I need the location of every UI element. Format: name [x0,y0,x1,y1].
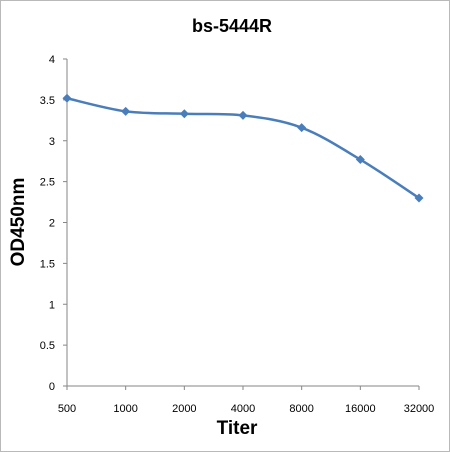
y-tick-group: 0 0.5 1 1.5 2 2.5 3 3.5 4 [40,54,67,393]
y-tick-label: 3 [49,136,55,148]
data-point-marker [62,93,72,103]
y-tick-label: 0.5 [40,340,55,352]
data-point-marker [355,155,365,165]
y-tick-label: 1 [49,299,55,311]
chart-title: bs-5444R [192,16,272,36]
marker-group [62,93,424,203]
x-tick-group: 500 1000 2000 4000 8000 16000 32000 [58,386,434,415]
y-tick-label: 2.5 [40,177,55,189]
data-point-marker [414,193,424,203]
y-tick-label: 1.5 [40,258,55,270]
y-tick-label: 4 [49,54,55,66]
x-tick-label: 4000 [231,403,255,415]
data-point-marker [297,123,307,133]
data-point-marker [121,106,131,116]
x-tick-label: 32000 [404,403,435,415]
x-axis-title: Titer [217,418,258,439]
x-tick-label: 16000 [345,403,376,415]
x-tick-label: 2000 [172,403,196,415]
y-tick-label: 2 [49,218,55,230]
y-tick-label: 0 [49,381,55,393]
y-axis-title: OD450nm [8,178,29,267]
x-tick-label: 8000 [289,403,313,415]
x-tick-label: 1000 [113,403,137,415]
y-tick-label: 3.5 [40,95,55,107]
x-tick-label: 500 [58,403,76,415]
data-point-marker [179,109,189,119]
data-point-marker [238,110,248,120]
